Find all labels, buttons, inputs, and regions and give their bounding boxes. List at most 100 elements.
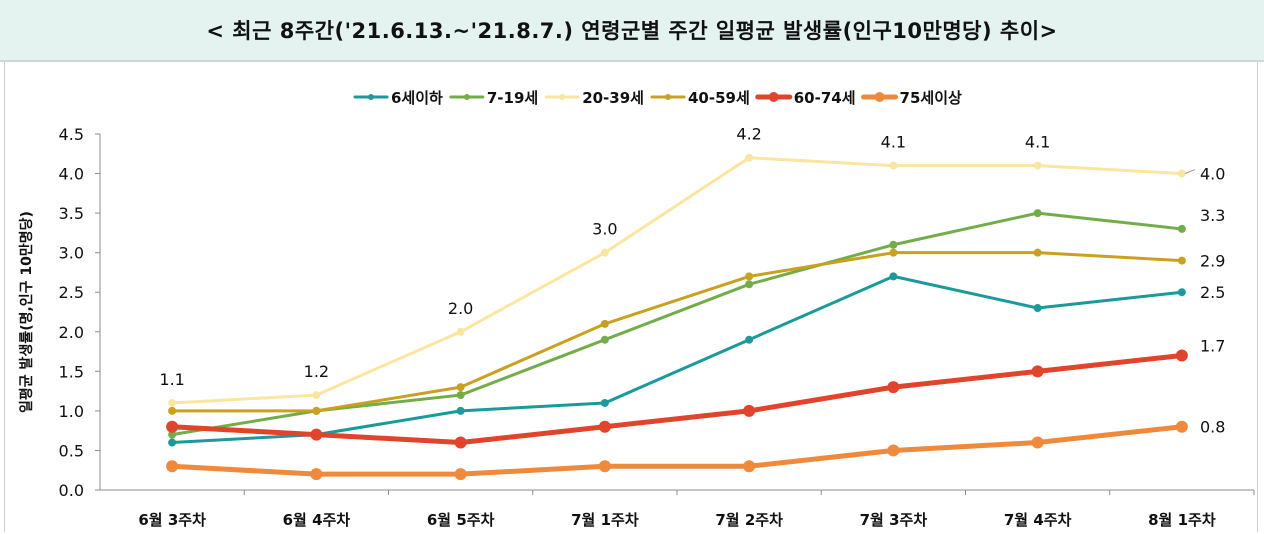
end-data-label: 1.7: [1200, 337, 1225, 356]
data-point: [600, 398, 609, 407]
end-data-label: 2.9: [1200, 252, 1225, 271]
data-point: [1031, 436, 1044, 449]
legend-label: 40-59세: [688, 89, 750, 107]
data-point: [1177, 169, 1186, 178]
y-tick-label: 0.5: [59, 441, 84, 460]
series-line-4: [169, 353, 1185, 446]
data-point: [166, 460, 179, 473]
data-point: [1033, 209, 1042, 218]
legend-label: 6세이하: [391, 89, 443, 107]
y-tick-label: 2.5: [59, 283, 84, 302]
data-point: [312, 391, 321, 400]
data-point: [745, 335, 754, 344]
data-point: [889, 248, 898, 257]
data-point: [168, 398, 177, 407]
data-point: [745, 153, 754, 162]
x-tick-label: 7월 3주차: [860, 511, 928, 529]
legend-label: 7-19세: [487, 89, 538, 107]
chart-title-bar: < 최근 8주간('21.6.13.~'21.8.7.) 연령군별 주간 일평균…: [0, 0, 1264, 62]
x-tick-label: 6월 5주차: [427, 511, 495, 529]
chart-frame: [4, 62, 1258, 532]
y-axis-label: 일평균 발생률(명,인구 10만명당): [18, 211, 35, 413]
data-point: [600, 335, 609, 344]
data-point: [1033, 248, 1042, 257]
data-point: [1033, 161, 1042, 170]
data-label: 2.0: [448, 299, 473, 318]
data-point: [310, 468, 323, 481]
data-point: [456, 327, 465, 336]
data-point: [600, 319, 609, 328]
data-point: [312, 406, 321, 415]
x-tick-label: 7월 4주차: [1004, 511, 1072, 529]
legend-label: 60-74세: [794, 89, 856, 107]
data-label: 1.2: [304, 362, 329, 381]
data-point: [745, 272, 754, 281]
end-data-label: 3.3: [1200, 206, 1225, 225]
y-tick-label: 3.0: [59, 244, 84, 263]
x-tick-label: 7월 1주차: [571, 511, 639, 529]
legend-marker: [463, 94, 470, 100]
data-point: [889, 272, 898, 281]
data-point: [1175, 420, 1188, 433]
series-line-1: [170, 211, 1184, 437]
data-point: [454, 468, 467, 481]
data-point: [1177, 288, 1186, 297]
data-point: [456, 391, 465, 400]
end-data-label: 4.0: [1200, 165, 1225, 184]
x-tick-label: 8월 1주차: [1148, 511, 1216, 529]
data-point: [1177, 224, 1186, 233]
data-point: [745, 280, 754, 289]
data-label: 3.0: [592, 220, 617, 239]
y-tick-label: 4.0: [59, 165, 84, 184]
series-line-5: [169, 424, 1185, 477]
y-tick-label: 1.5: [59, 362, 84, 381]
data-point: [1175, 349, 1188, 362]
data-point: [456, 406, 465, 415]
data-point: [168, 438, 177, 447]
data-point: [310, 428, 323, 441]
data-point: [1033, 304, 1042, 313]
x-tick-label: 7월 2주차: [715, 511, 783, 529]
data-point: [889, 161, 898, 170]
y-tick-label: 2.0: [59, 323, 84, 342]
data-point: [454, 436, 467, 449]
y-tick-label: 4.5: [59, 125, 84, 144]
data-label: 4.1: [881, 133, 906, 152]
end-data-label: 0.8: [1200, 418, 1225, 437]
data-point: [887, 444, 900, 457]
legend-label: 20-39세: [582, 89, 644, 107]
data-point: [598, 460, 611, 473]
data-point: [743, 404, 756, 417]
data-point: [598, 420, 611, 433]
data-point: [168, 430, 177, 439]
legend-marker: [559, 94, 566, 100]
legend-label: 75세이상: [900, 89, 962, 107]
end-data-label: 2.5: [1200, 283, 1225, 302]
data-label: 4.1: [1025, 133, 1050, 152]
data-label: 1.1: [159, 370, 184, 389]
data-point: [600, 248, 609, 257]
chart-title: < 최근 8주간('21.6.13.~'21.8.7.) 연령군별 주간 일평균…: [206, 19, 1058, 43]
data-point: [1031, 365, 1044, 378]
legend-marker: [874, 92, 885, 102]
data-point: [889, 240, 898, 249]
series-line-2: [170, 156, 1184, 405]
series-line-3: [170, 251, 1184, 413]
data-point: [1177, 256, 1186, 265]
y-tick-label: 1.0: [59, 402, 84, 421]
data-label: 4.2: [736, 125, 761, 144]
data-point: [166, 420, 179, 433]
legend-marker: [768, 92, 779, 102]
data-point: [456, 383, 465, 392]
x-tick-label: 6월 3주차: [138, 511, 206, 529]
series-line-0: [170, 274, 1184, 445]
x-tick-label: 6월 4주차: [283, 511, 351, 529]
data-point: [743, 460, 756, 473]
label-leader-line: [1184, 169, 1196, 175]
legend-marker: [664, 94, 671, 100]
data-point: [168, 406, 177, 415]
y-tick-label: 3.5: [59, 204, 84, 223]
y-tick-label: 0.0: [59, 481, 84, 500]
data-point: [887, 381, 900, 394]
